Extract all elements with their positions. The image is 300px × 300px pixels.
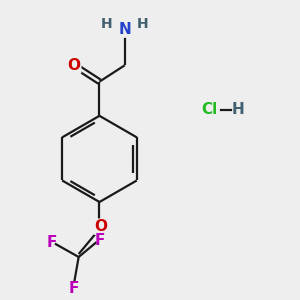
Text: N: N <box>118 22 131 37</box>
Text: H: H <box>137 17 148 31</box>
Text: Cl: Cl <box>201 102 218 117</box>
Text: H: H <box>101 17 113 31</box>
Text: F: F <box>46 235 56 250</box>
Text: O: O <box>94 219 107 234</box>
Text: F: F <box>95 233 105 248</box>
Text: F: F <box>69 281 80 296</box>
Text: H: H <box>231 102 244 117</box>
Text: O: O <box>68 58 81 73</box>
